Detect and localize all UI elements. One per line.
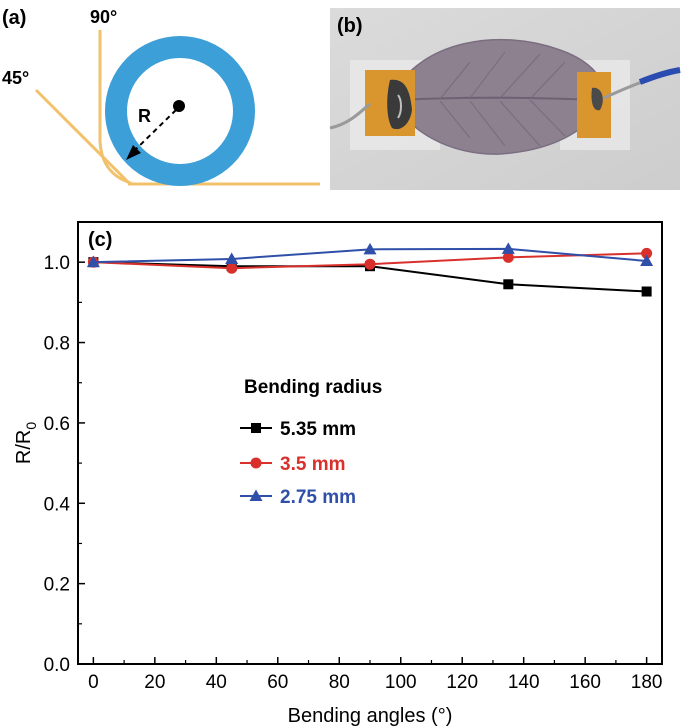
paste-shine [397, 94, 402, 119]
data-point [502, 251, 514, 263]
data-point [225, 252, 239, 264]
legend-entry-label: 3.5 mm [280, 454, 345, 475]
leaf-veins [439, 51, 566, 147]
y-tick-label: 0.8 [44, 334, 70, 355]
y-tick-label: 0.2 [44, 575, 70, 596]
x-tick-label: 80 [329, 672, 350, 693]
legend-entry-label: 5.35 mm [280, 419, 356, 440]
legend-swatch-marker [250, 457, 262, 469]
y-tick-label: 0.6 [44, 414, 70, 435]
x-tick-label: 140 [508, 672, 540, 693]
data-point [641, 286, 652, 297]
center-dot [173, 100, 185, 112]
x-tick-label: 20 [144, 672, 165, 693]
y-axis-title-subscript: 0 [23, 422, 39, 430]
y-tick-label: 0.4 [44, 494, 71, 515]
x-tick-label: 0 [88, 672, 99, 693]
series-layer [86, 242, 654, 297]
x-tick-label: 120 [446, 672, 478, 693]
y-axis-title-main: R/R [13, 430, 35, 464]
wire-left [329, 102, 371, 130]
x-tick-label: 160 [569, 672, 601, 693]
data-point [503, 279, 514, 290]
angle-45-label: 45° [2, 68, 29, 88]
silver-paste-left [387, 79, 412, 130]
panel-c-chart: (c) 0 20 40 60 80 100 120 140 160 180 0.00.20.40.… [13, 221, 663, 727]
panel-b-photo: (b) [329, 8, 681, 190]
data-point [641, 247, 653, 259]
data-point [226, 262, 238, 274]
legend-swatch-marker [249, 489, 263, 501]
radius-arrow-line [132, 109, 177, 153]
bending-ring [105, 36, 255, 186]
data-point [640, 254, 654, 266]
data-point [86, 255, 100, 268]
wire-right-insulated [638, 67, 681, 85]
data-point [501, 242, 515, 254]
x-axis-title: Bending angles (°) [288, 705, 453, 727]
y-axis-title: R/R0 [13, 422, 39, 464]
legend-title: Bending radius [244, 377, 382, 398]
x-tick-label: 40 [206, 672, 227, 693]
silver-paste-right [591, 87, 603, 111]
y-axis: 0.0 0.2 0.4 0.6 0.8 1.0 [44, 221, 85, 676]
angle-90-label: 90° [90, 7, 117, 27]
data-point [364, 258, 376, 270]
x-tick-label: 180 [631, 672, 663, 693]
panel-a: (a) 90° 45° R [2, 7, 320, 186]
y-tick-label: 0.0 [44, 655, 70, 676]
legend: Bending radius 5.35 mm 3.5 mm 2.75 mm [240, 377, 382, 508]
panel-b-label: (b) [337, 15, 363, 37]
radius-label: R [138, 106, 151, 126]
x-tick-label: 100 [385, 672, 417, 693]
panel-c-label: (c) [88, 229, 112, 251]
series-triangle [86, 242, 654, 268]
substrate-45-line [34, 88, 130, 184]
x-tick-label: 60 [267, 672, 288, 693]
legend-swatch-marker [251, 423, 261, 433]
x-axis: 0 20 40 60 80 100 120 140 160 180 [88, 657, 662, 693]
legend-entry-label: 2.75 mm [280, 487, 356, 508]
data-point [363, 242, 377, 255]
panel-a-label: (a) [2, 7, 26, 29]
radius-arrow-head [126, 145, 141, 160]
y-tick-label: 1.0 [44, 253, 70, 274]
